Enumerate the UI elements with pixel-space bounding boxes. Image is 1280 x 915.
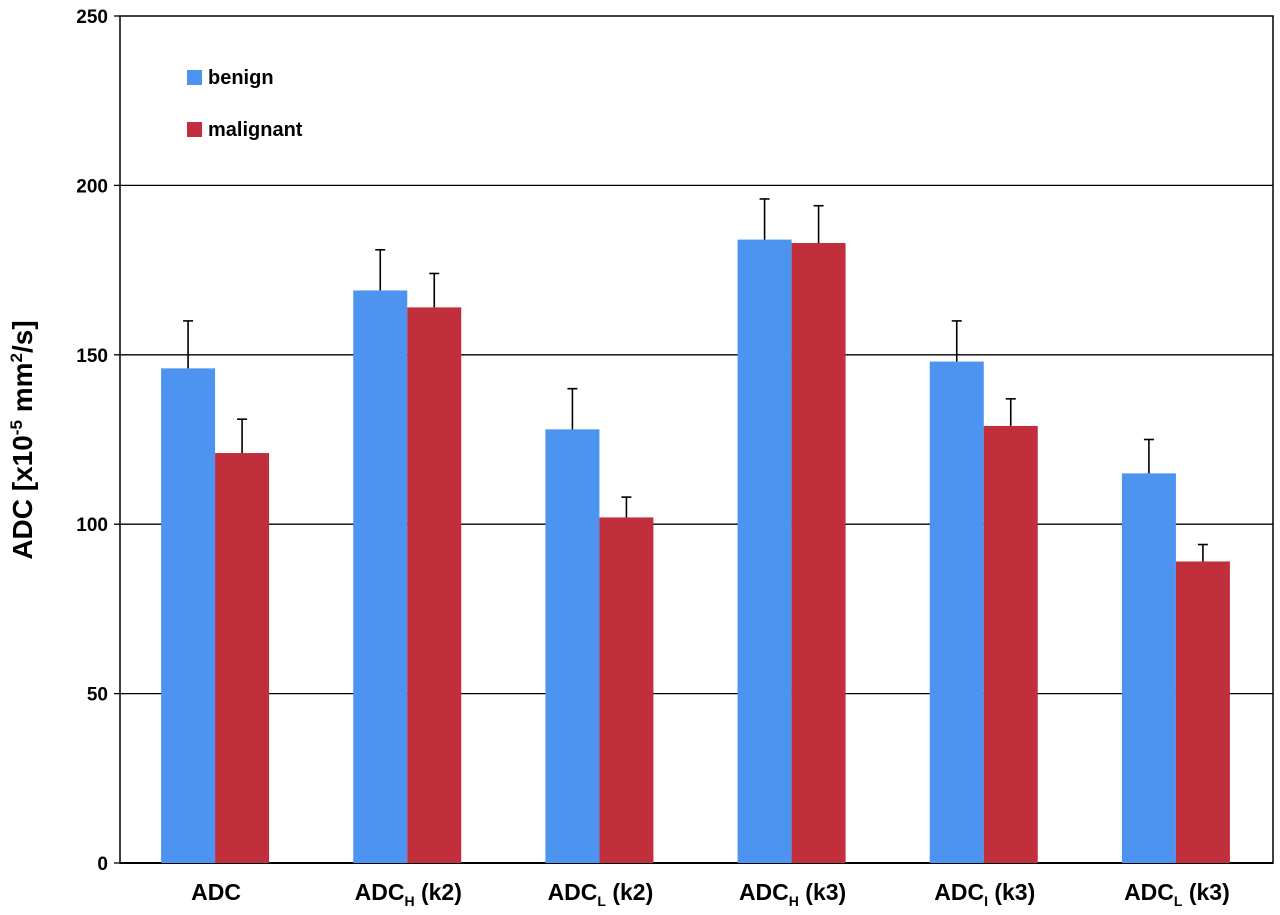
legend-label-malignant: malignant [208, 119, 303, 141]
legend-swatch-benign [187, 70, 202, 85]
x-tick-label: ADCL (k2) [548, 879, 654, 909]
legend-label-benign: benign [208, 67, 274, 89]
y-tick-label: 250 [76, 7, 108, 28]
bar-malignant [599, 517, 654, 863]
y-tick-label: 50 [87, 685, 108, 706]
bar-malignant [215, 453, 270, 863]
y-axis-ticks: 0 50 100 150 200 250 [76, 7, 120, 875]
legend-swatch-malignant [187, 122, 202, 137]
x-tick-label: ADCH (k3) [739, 879, 846, 909]
bar-malignant [407, 307, 462, 863]
y-tick-label: 200 [76, 176, 108, 197]
bar-malignant [983, 425, 1038, 863]
x-tick-label: ADCH (k2) [355, 879, 462, 909]
gridlines [120, 184, 1273, 864]
y-tick-label: 150 [76, 346, 108, 367]
y-axis-label-mid: mm [7, 362, 38, 420]
x-tick-label: ADCI (k3) [934, 879, 1035, 909]
x-tick-label: ADC [191, 879, 241, 905]
y-axis-label-prefix: ADC [x10 [7, 435, 38, 559]
bar-benign [161, 368, 216, 863]
bar-malignant [791, 242, 846, 864]
y-tick-label: 0 [97, 854, 108, 875]
bar-benign [1121, 473, 1176, 863]
legend: benign malignant [187, 67, 303, 141]
bar-malignant [1175, 561, 1230, 863]
x-axis-categories: ADC ADCH (k2) ADCL (k2) ADCH (k3) ADCI (k3) A… [191, 879, 1230, 909]
y-axis-label-exponent-2: 2 [7, 353, 26, 362]
x-tick-label: ADCL (k3) [1124, 879, 1230, 909]
y-axis-label-suffix: /s] [7, 320, 38, 353]
y-axis-label: ADC [x10-5 mm2/s] [7, 320, 38, 559]
y-tick-label: 100 [76, 515, 108, 536]
bar-benign [737, 239, 792, 863]
bar-benign [929, 361, 984, 863]
bar-benign [545, 429, 600, 863]
y-axis-label-exponent: -5 [7, 420, 26, 435]
bars [161, 198, 1230, 864]
bar-benign [353, 290, 408, 864]
plot-area [119, 15, 1274, 864]
